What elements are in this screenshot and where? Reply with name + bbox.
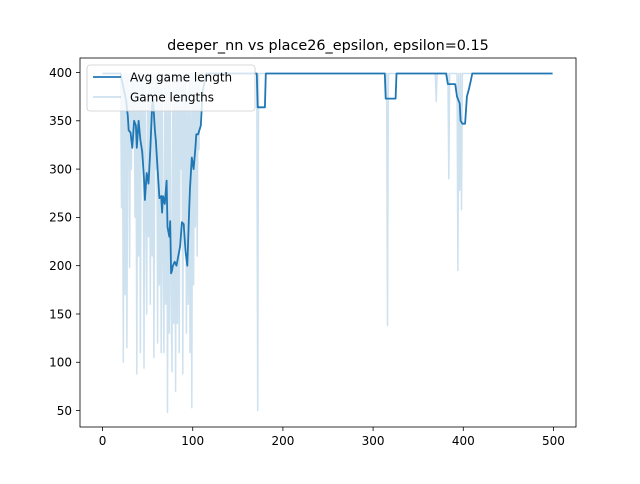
y-tick-label: 250 [49, 211, 72, 225]
y-tick-label: 300 [49, 162, 72, 176]
avg-game-length-series [102, 72, 553, 275]
x-tick-label: 200 [271, 434, 294, 448]
y-tick-label: 350 [49, 114, 72, 128]
legend-label-avg: Avg game length [130, 71, 232, 85]
y-tick-label: 50 [57, 404, 72, 418]
plot-frame [79, 57, 577, 428]
y-tick-label: 100 [49, 356, 72, 370]
legend: Avg game length Game lengths [86, 64, 256, 112]
y-tick-label: 200 [49, 259, 72, 273]
legend-box [86, 64, 256, 112]
x-tick-label: 400 [452, 434, 475, 448]
y-tick-label: 150 [49, 307, 72, 321]
x-tick-label: 0 [99, 434, 107, 448]
y-axis: 50 100 150 200 250 300 350 400 [49, 66, 80, 418]
x-tick-label: 100 [181, 434, 204, 448]
x-tick-label: 500 [542, 434, 565, 448]
x-axis: 0 100 200 300 400 500 [99, 427, 565, 448]
x-tick-label: 300 [362, 434, 385, 448]
legend-label-raw: Game lengths [130, 91, 214, 105]
chart-title: deeper_nn vs place26_epsilon, epsilon=0.… [167, 38, 489, 54]
y-tick-label: 400 [49, 66, 72, 80]
avg-game-length-line [102, 72, 553, 275]
